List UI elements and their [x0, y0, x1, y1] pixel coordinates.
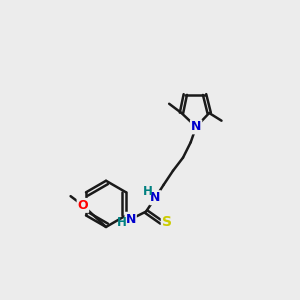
- Text: S: S: [162, 215, 172, 229]
- Text: N: N: [191, 120, 201, 134]
- Text: H: H: [143, 185, 152, 198]
- Text: O: O: [78, 199, 88, 212]
- Text: H: H: [116, 216, 126, 229]
- Text: N: N: [125, 213, 136, 226]
- Text: N: N: [150, 191, 160, 204]
